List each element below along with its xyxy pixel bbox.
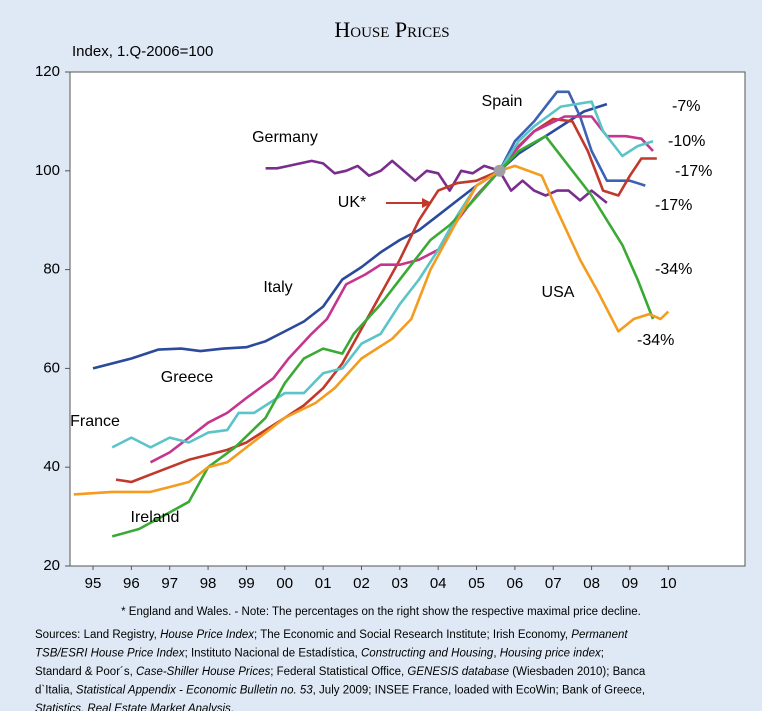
x-tick-label: 07 <box>545 575 562 592</box>
x-tick-label: 96 <box>123 575 140 592</box>
y-tick-label: 40 <box>43 458 60 475</box>
x-tick-label: 01 <box>315 575 332 592</box>
source-segment: Housing price index <box>500 648 602 660</box>
source-segment: , July 2009; INSEE France, loaded with E… <box>313 685 645 697</box>
source-segment: Sources: Land Registry, <box>35 629 160 641</box>
x-tick-label: 03 <box>391 575 408 592</box>
subtitle: Index, 1.Q-2006=100 <box>72 43 213 60</box>
source-segment: Constructing and Housing <box>361 648 494 660</box>
series-label: Ireland <box>131 509 180 526</box>
source-segment: ; Federal Statistical Office, <box>270 666 407 678</box>
source-segment: . <box>231 703 234 711</box>
x-tick-label: 98 <box>200 575 217 592</box>
source-segment: Statistical Appendix - Economic Bulletin… <box>76 685 313 697</box>
decline-label: -17% <box>655 197 692 214</box>
series-line <box>467 90 646 207</box>
chart-title: House Prices <box>334 17 449 42</box>
series-line <box>149 115 654 464</box>
arrow-head <box>422 198 432 208</box>
source-segment: (Wiesbaden 2010); Banca <box>509 666 646 678</box>
source-segment: Permanent <box>571 629 628 641</box>
source-segment: House Price Index <box>160 629 255 641</box>
decline-label: -34% <box>637 332 674 349</box>
x-tick-label: 09 <box>622 575 639 592</box>
source-segment: d`Italia, <box>35 685 76 697</box>
source-segment: ; Instituto Nacional de Estadística, <box>185 648 361 660</box>
series-label: USA <box>542 284 575 301</box>
x-tick-label: 08 <box>583 575 600 592</box>
y-tick-label: 80 <box>43 261 60 278</box>
decline-label: -7% <box>672 98 700 115</box>
series-label: France <box>70 413 120 430</box>
series-label: UK* <box>338 194 366 211</box>
source-line: TSB/ESRI House Price Index; Instituto Na… <box>35 648 604 660</box>
source-segment: , <box>493 648 499 660</box>
x-tick-label: 95 <box>85 575 102 592</box>
x-tick-label: 97 <box>161 575 178 592</box>
x-tick-label: 04 <box>430 575 447 592</box>
source-line: Statistics, Real Estate Market Analysis. <box>35 703 234 711</box>
series-label: Italy <box>263 279 292 296</box>
series-line <box>111 100 654 449</box>
series-label: Germany <box>252 129 318 146</box>
decline-label: -17% <box>675 163 712 180</box>
sources: Sources: Land Registry, House Price Inde… <box>35 629 646 711</box>
source-line: d`Italia, Statistical Appendix - Economi… <box>35 685 645 697</box>
source-line: Standard & Poor´s, Case-Shiller House Pr… <box>35 666 646 678</box>
series-label: Greece <box>161 369 214 386</box>
x-tick-label: 99 <box>238 575 255 592</box>
footnote: * England and Wales. - Note: The percent… <box>121 606 641 618</box>
x-tick-label: 05 <box>468 575 485 592</box>
y-tick-label: 20 <box>43 557 60 574</box>
source-segment: Case-Shiller House Prices <box>136 666 270 678</box>
source-segment: TSB/ESRI House Price Index <box>35 648 186 660</box>
source-segment: GENESIS database <box>407 666 509 678</box>
decline-label: -10% <box>668 133 705 150</box>
decline-label: -34% <box>655 261 692 278</box>
series-label: Spain <box>482 93 523 110</box>
x-tick-label: 02 <box>353 575 370 592</box>
x-tick-label: 10 <box>660 575 677 592</box>
y-tick-label: 100 <box>35 162 60 179</box>
series-line <box>92 102 608 370</box>
y-tick-label: 60 <box>43 359 60 376</box>
source-line: Sources: Land Registry, House Price Inde… <box>35 629 628 641</box>
x-tick-label: 00 <box>276 575 293 592</box>
base-point <box>493 164 506 177</box>
y-tick-label: 120 <box>35 63 60 80</box>
source-segment: ; <box>601 648 604 660</box>
series-line <box>73 164 670 496</box>
x-tick-label: 06 <box>507 575 524 592</box>
plot-area <box>69 71 746 567</box>
source-segment: ; The Economic and Social Research Insti… <box>254 629 571 641</box>
source-segment: Standard & Poor´s, <box>35 666 136 678</box>
series-line <box>115 117 657 484</box>
series-line <box>265 159 608 204</box>
source-segment: Statistics, Real Estate Market Analysis <box>35 703 231 711</box>
